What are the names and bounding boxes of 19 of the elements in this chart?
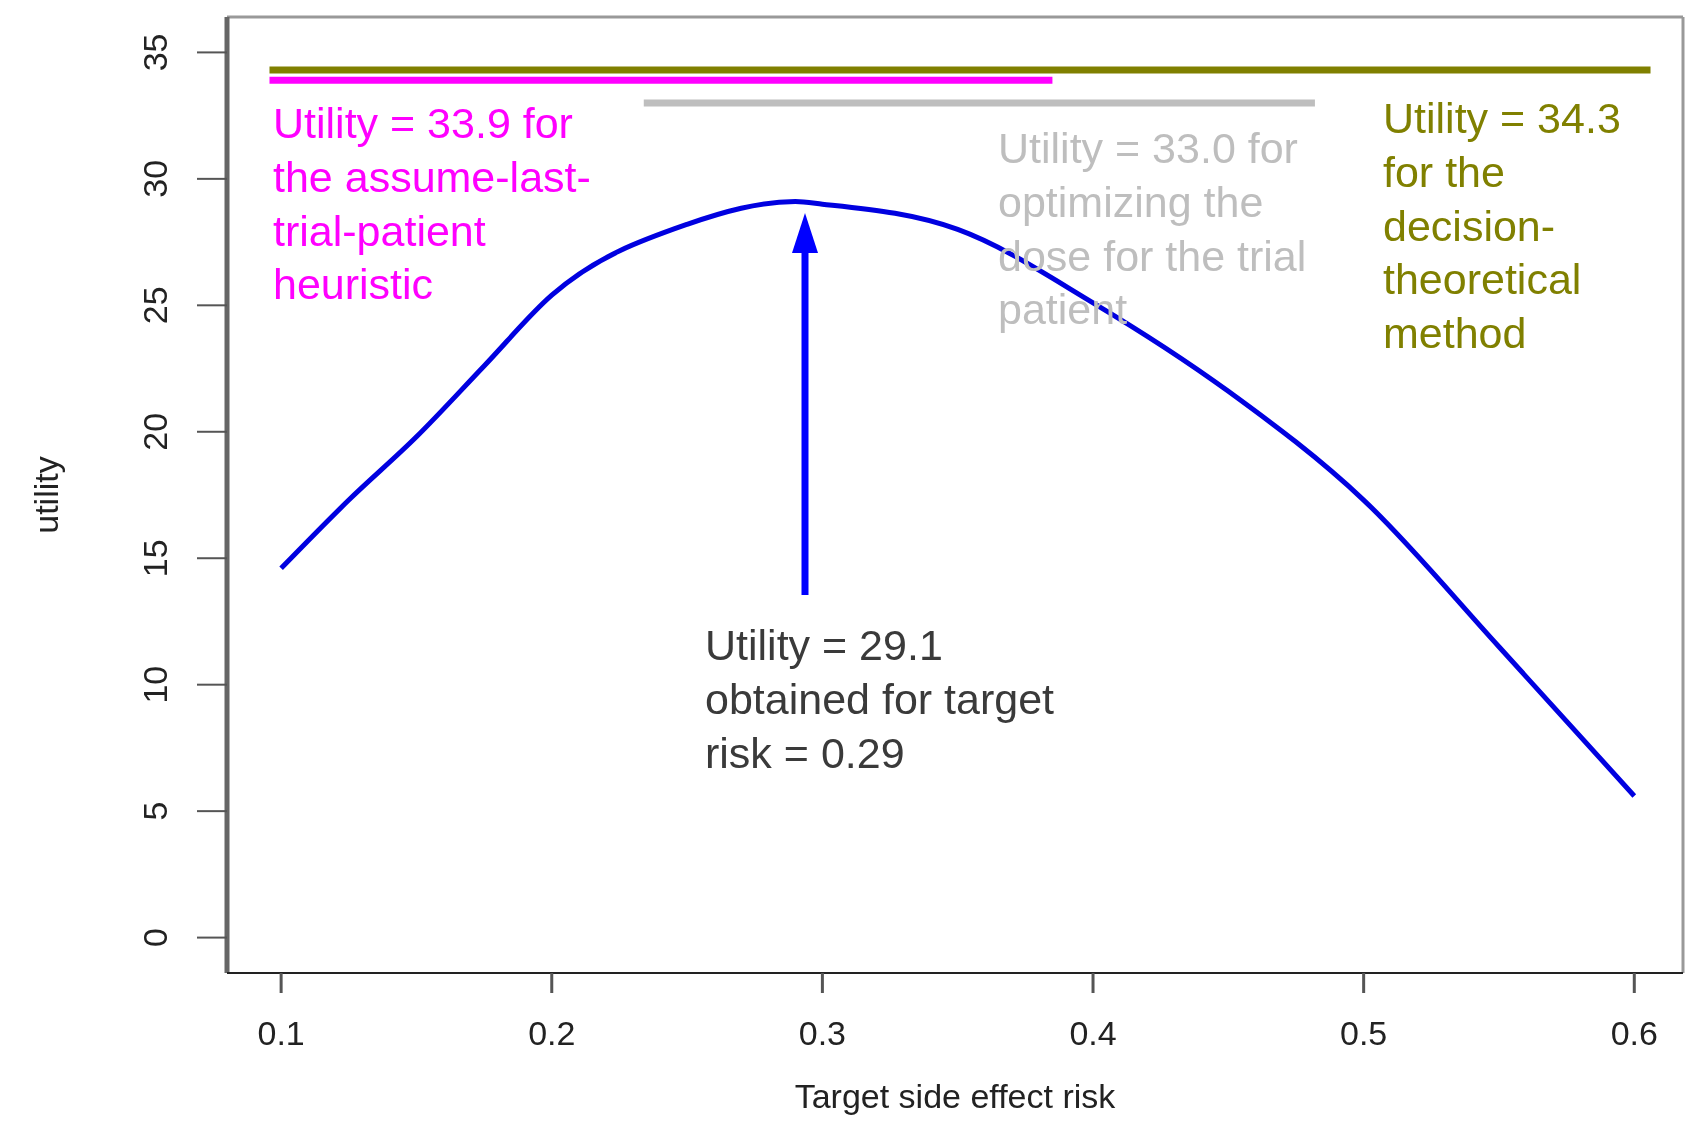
y-tick-label: 5 — [136, 801, 174, 821]
y-tick-label: 15 — [136, 539, 174, 578]
series-label: Utility = 34.3 for the decision-theoretical method — [1383, 94, 1621, 357]
x-axis-title: Target side effect risk — [794, 1077, 1117, 1115]
x-tick-label: 0.4 — [1069, 1014, 1117, 1052]
annotation: Utility = 29.1 obtained for target risk = 0.29 — [705, 621, 1055, 777]
y-tick-label: 25 — [136, 286, 174, 325]
y-tick-label: 20 — [136, 412, 174, 451]
series-label: Utility = 33.9 for the assume-last-trial-patient heuristic — [273, 99, 591, 309]
y-tick-label: 35 — [136, 33, 174, 72]
y-tick-label: 10 — [136, 665, 174, 704]
x-tick-label: 0.6 — [1610, 1014, 1658, 1052]
x-tick-label: 0.1 — [257, 1014, 305, 1052]
x-tick-label: 0.3 — [798, 1014, 847, 1052]
y-tick-label: 30 — [136, 159, 174, 198]
y-axis-title: utility — [27, 456, 65, 534]
x-tick-label: 0.2 — [528, 1014, 576, 1052]
y-tick-label: 0 — [136, 928, 174, 948]
x-tick-label: 0.5 — [1340, 1014, 1388, 1052]
